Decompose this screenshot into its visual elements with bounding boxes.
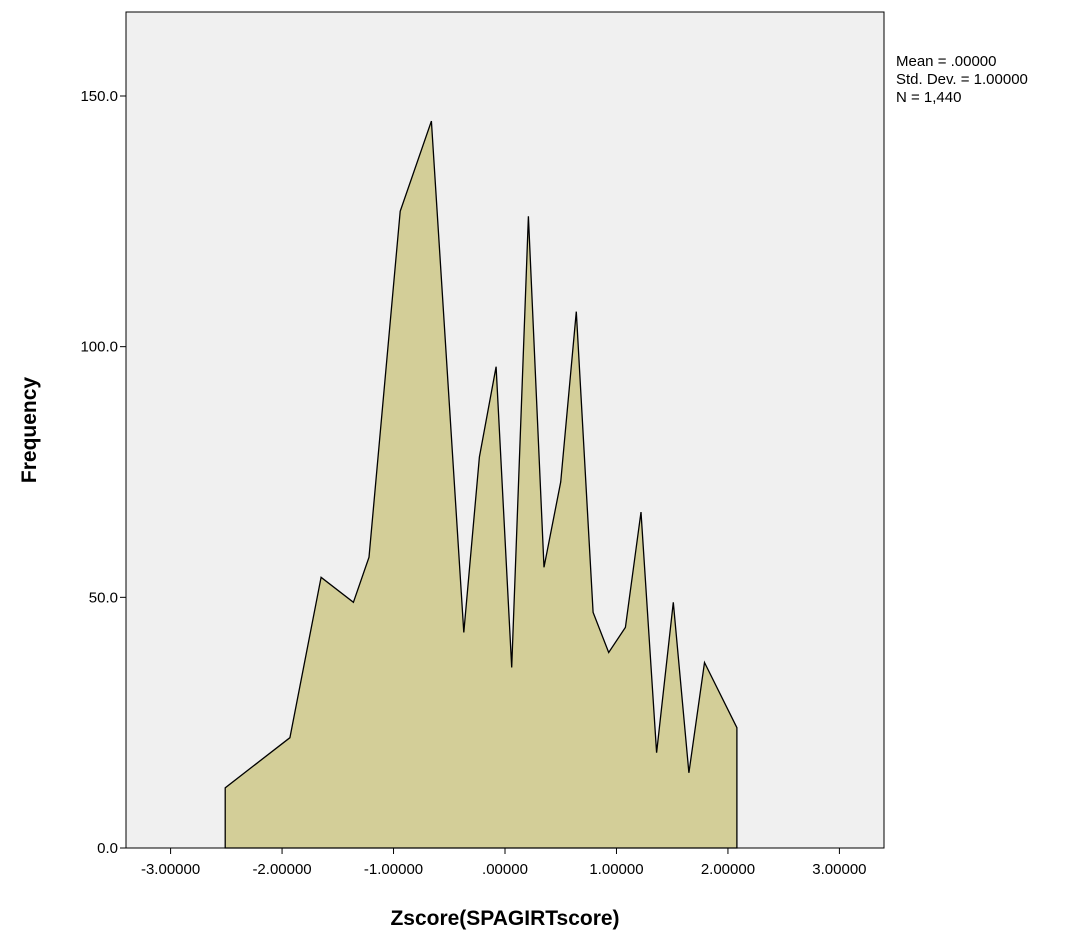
y-axis-title: Frequency — [18, 377, 41, 484]
stats-mean: Mean = .00000 — [896, 53, 997, 70]
stats-std-dev: Std. Dev. = 1.00000 — [896, 71, 1028, 88]
x-tick-label: -3.00000 — [141, 861, 200, 878]
y-tick-label: 50.0 — [89, 589, 118, 606]
x-axis-title: Zscore(SPAGIRTscore) — [390, 907, 619, 930]
x-tick-label: .00000 — [482, 861, 528, 878]
x-tick-label: 1.00000 — [589, 861, 643, 878]
frequency-polygon — [224, 120, 738, 849]
stats-box: Mean = .00000 Std. Dev. = 1.00000 N = 1,… — [896, 53, 1028, 106]
y-tick-label: 100.0 — [80, 339, 118, 356]
x-tick-label: -1.00000 — [364, 861, 423, 878]
x-tick-label: 3.00000 — [812, 861, 866, 878]
y-tick-label: 0.0 — [97, 840, 118, 857]
y-axis: 0.0 50.0 100.0 150.0 — [80, 88, 126, 857]
y-tick-label: 150.0 — [80, 88, 118, 105]
x-tick-label: 2.00000 — [701, 861, 755, 878]
x-axis: -3.00000 -2.00000 -1.00000 .00000 1.00000 2.0… — [141, 848, 867, 878]
stats-n: N = 1,440 — [896, 89, 961, 106]
x-tick-label: -2.00000 — [252, 861, 311, 878]
